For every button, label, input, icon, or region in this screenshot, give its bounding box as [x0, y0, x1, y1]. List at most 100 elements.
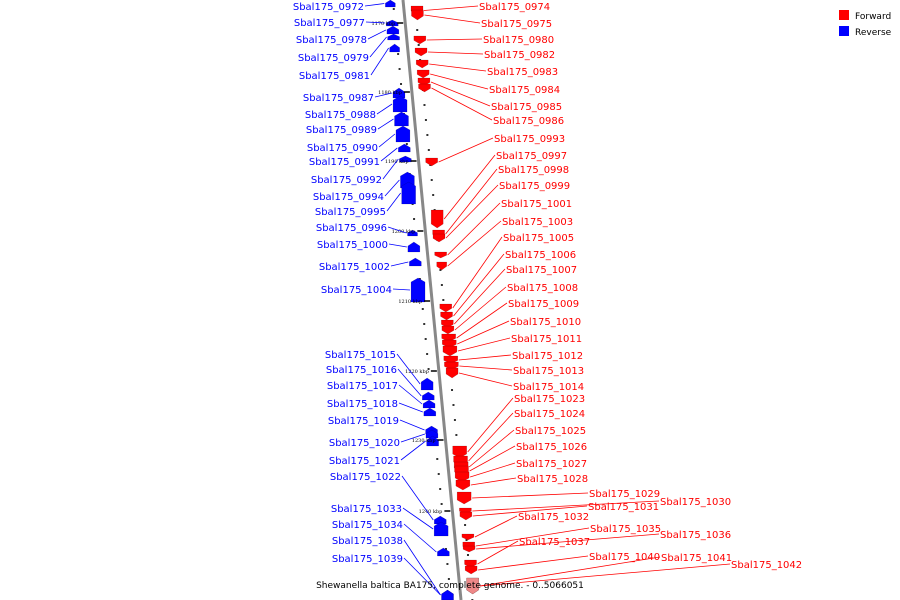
- label-Sbal175_0983: Sbal175_0983: [487, 67, 558, 78]
- label-Sbal175_0972: Sbal175_0972: [293, 2, 364, 13]
- leader-Sbal175_1034: [403, 523, 437, 553]
- legend-reverse-swatch: [839, 26, 849, 36]
- gene-Sbal175_1039: [441, 589, 454, 600]
- leader-Sbal175_0975: [424, 14, 481, 24]
- label-Sbal175_0992: Sbal175_0992: [311, 175, 382, 186]
- label-Sbal175_1036: Sbal175_1036: [660, 530, 731, 541]
- gene-Sbal175_1036: [462, 545, 476, 553]
- tick-label: 1220 kbp: [405, 369, 429, 375]
- gene-Sbal175_1008: [441, 325, 455, 335]
- leader-Sbal175_1002: [390, 261, 409, 267]
- leader-Sbal175_1013: [459, 365, 513, 371]
- track-dash: [417, 44, 420, 46]
- genome-backbone: [401, 0, 463, 600]
- label-Sbal175_0981: Sbal175_0981: [299, 71, 370, 82]
- track-dash: [452, 404, 455, 406]
- label-Sbal175_1004: Sbal175_1004: [321, 285, 392, 296]
- gene-Sbal175_1014: [445, 367, 459, 379]
- leader-Sbal175_1011: [457, 337, 511, 352]
- label-Sbal175_0985: Sbal175_0985: [491, 102, 562, 113]
- label-Sbal175_0996: Sbal175_0996: [316, 223, 387, 234]
- track-dash: [436, 458, 439, 460]
- label-Sbal175_1016: Sbal175_1016: [326, 365, 397, 376]
- gene-Sbal175_1002: [409, 257, 422, 267]
- label-Sbal175_0974: Sbal175_0974: [479, 2, 550, 13]
- label-Sbal175_0990: Sbal175_0990: [307, 143, 378, 154]
- track-dash: [426, 353, 429, 355]
- leader-Sbal175_1018: [398, 402, 423, 413]
- leader-Sbal175_1010: [457, 320, 510, 345]
- gene-Sbal175_1040: [464, 565, 478, 575]
- track-dash: [464, 524, 467, 526]
- leader-Sbal175_1023: [467, 397, 514, 453]
- genome-caption: Shewanella baltica BA175, complete genom…: [316, 581, 584, 591]
- leader-Sbal175_0979: [369, 36, 387, 58]
- gene-Sbal175_0997: [430, 209, 444, 229]
- gene-Sbal175_0983: [415, 59, 429, 69]
- label-Sbal175_1001: Sbal175_1001: [501, 199, 572, 210]
- leader-Sbal175_0997: [443, 154, 496, 220]
- track-dash: [439, 488, 442, 490]
- label-Sbal175_0978: Sbal175_0978: [296, 35, 367, 46]
- gene-Sbal175_0991: [398, 143, 411, 153]
- label-Sbal175_1026: Sbal175_1026: [516, 442, 587, 453]
- track-dash: [453, 419, 456, 421]
- label-Sbal175_1018: Sbal175_1018: [327, 399, 398, 410]
- leader-Sbal175_0987: [374, 92, 393, 98]
- label-Sbal175_1000: Sbal175_1000: [317, 240, 388, 251]
- leader-Sbal175_1009: [456, 302, 508, 339]
- track-dash: [423, 104, 426, 106]
- leader-Sbal175_1038: [403, 539, 441, 596]
- gene-Sbal175_0996: [407, 229, 418, 237]
- label-Sbal175_1027: Sbal175_1027: [516, 459, 587, 470]
- labels-layer: Sbal175_0974 Sbal175_0975 Sbal175_0980 Sbal…: [293, 2, 802, 596]
- legend: Forward Reverse: [839, 10, 892, 38]
- leader-Sbal175_1000: [388, 243, 407, 248]
- track-dash: [427, 149, 430, 151]
- gene-Sbal175_0979: [387, 33, 400, 41]
- label-Sbal175_1019: Sbal175_1019: [328, 416, 399, 427]
- leader-Sbal175_1016: [397, 368, 422, 397]
- label-Sbal175_1033: Sbal175_1033: [331, 504, 402, 515]
- label-Sbal175_1030: Sbal175_1030: [660, 497, 731, 508]
- leader-Sbal175_0994: [384, 179, 400, 197]
- label-Sbal175_1010: Sbal175_1010: [510, 317, 581, 328]
- gene-Sbal175_1016: [422, 391, 435, 401]
- gene-Sbal175_0992: [399, 155, 412, 163]
- label-Sbal175_0988: Sbal175_0988: [305, 110, 376, 121]
- tick-label: 1170 kbp: [371, 21, 395, 27]
- label-Sbal175_1009: Sbal175_1009: [508, 299, 579, 310]
- leader-Sbal175_1037: [477, 540, 519, 565]
- gene-Sbal175_1042: [466, 577, 479, 595]
- leader-Sbal175_1007: [454, 268, 506, 325]
- gene-Sbal175_1032: [461, 533, 475, 541]
- gene-Sbal175_0984: [416, 69, 430, 79]
- leader-Sbal175_1021: [400, 440, 426, 461]
- label-Sbal175_1006: Sbal175_1006: [505, 250, 576, 261]
- leader-Sbal175_1020: [400, 433, 426, 443]
- gene-Sbal175_1017: [422, 399, 436, 409]
- label-Sbal175_1020: Sbal175_1020: [329, 438, 400, 449]
- label-Sbal175_1034: Sbal175_1034: [332, 520, 403, 531]
- label-Sbal175_1013: Sbal175_1013: [513, 366, 584, 377]
- leader-Sbal175_0972: [364, 3, 385, 7]
- leader-Sbal175_1024: [468, 412, 514, 462]
- label-Sbal175_1038: Sbal175_1038: [332, 536, 403, 547]
- label-Sbal175_1015: Sbal175_1015: [325, 350, 396, 361]
- track-dash: [421, 308, 424, 310]
- label-Sbal175_0987: Sbal175_0987: [303, 93, 374, 104]
- track-dash: [418, 278, 421, 280]
- gene-Sbal175_0995: [401, 181, 416, 205]
- leader-Sbal175_1006: [453, 253, 505, 317]
- gene-Sbal175_0980: [413, 35, 427, 45]
- track-dash: [392, 8, 395, 10]
- track-dash: [405, 143, 408, 145]
- gene-Sbal175_1005: [439, 303, 453, 313]
- leader-Sbal175_1031: [472, 505, 588, 517]
- track-dash: [413, 218, 416, 220]
- label-Sbal175_0989: Sbal175_0989: [306, 125, 377, 136]
- leader-Sbal175_0985: [430, 81, 491, 107]
- gene-Sbal175_1034: [437, 547, 450, 557]
- label-Sbal175_0999: Sbal175_0999: [499, 181, 570, 192]
